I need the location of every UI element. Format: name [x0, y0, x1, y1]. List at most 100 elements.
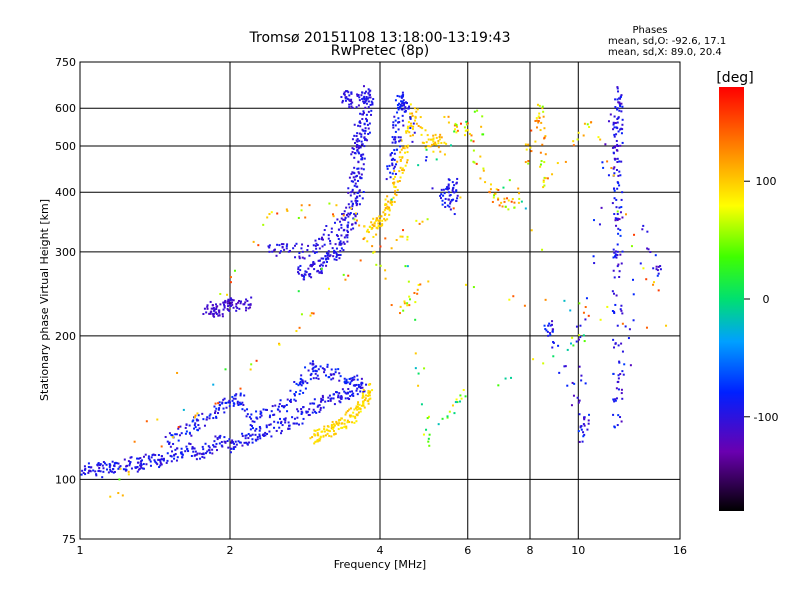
data-point: [273, 426, 276, 429]
data-point: [620, 262, 623, 265]
data-point: [542, 110, 545, 113]
data-point: [266, 216, 269, 219]
data-point: [408, 131, 411, 134]
data-point: [351, 390, 354, 393]
data-point: [337, 368, 340, 371]
data-point: [212, 417, 215, 420]
data-point: [360, 377, 363, 380]
chart-title: Tromsø 20151108 13:18:00-13:19:43: [249, 30, 511, 46]
data-point: [409, 125, 412, 128]
data-point: [245, 298, 248, 301]
data-point: [354, 222, 357, 225]
data-point: [136, 461, 139, 464]
data-point: [439, 133, 442, 136]
data-point: [235, 443, 238, 446]
data-point: [194, 450, 197, 453]
data-point: [344, 397, 347, 400]
data-point: [280, 243, 283, 246]
data-point: [280, 429, 283, 432]
data-point: [427, 437, 430, 440]
data-point: [294, 391, 297, 394]
data-point: [517, 187, 520, 190]
data-point: [381, 224, 384, 227]
data-point: [322, 435, 325, 438]
data-point: [396, 160, 399, 163]
data-point: [368, 122, 371, 125]
data-point: [368, 383, 371, 386]
data-point: [364, 127, 367, 130]
data-point: [620, 160, 623, 163]
data-point: [370, 109, 373, 112]
data-point: [377, 222, 380, 225]
data-point: [359, 112, 362, 115]
data-point: [252, 240, 255, 243]
data-point: [349, 194, 352, 197]
data-point: [462, 388, 465, 391]
data-point: [368, 391, 371, 394]
data-point: [488, 190, 491, 193]
data-point: [339, 242, 342, 245]
data-point: [612, 128, 615, 131]
data-point: [582, 134, 585, 137]
data-point: [223, 397, 226, 400]
data-point: [367, 106, 370, 109]
data-point: [268, 430, 271, 433]
data-point: [339, 220, 342, 223]
data-point: [322, 233, 325, 236]
data-point: [201, 445, 204, 448]
data-point: [88, 469, 91, 472]
data-point: [410, 125, 413, 128]
data-point: [329, 398, 332, 401]
data-point: [258, 435, 261, 438]
data-point: [419, 126, 422, 129]
data-point: [566, 384, 569, 387]
data-point: [507, 208, 510, 211]
data-point: [303, 275, 306, 278]
data-point: [323, 371, 326, 374]
data-point: [286, 398, 289, 401]
data-point: [328, 394, 331, 397]
data-point: [354, 142, 357, 145]
data-point: [212, 383, 215, 386]
data-point: [83, 468, 86, 471]
data-point: [341, 99, 344, 102]
data-point: [402, 146, 405, 149]
data-point: [620, 388, 623, 391]
data-point: [399, 305, 402, 308]
data-point: [450, 199, 453, 202]
data-point: [453, 184, 456, 187]
data-point: [540, 160, 543, 163]
data-point: [344, 278, 347, 281]
data-point: [266, 432, 269, 435]
data-point: [295, 382, 298, 385]
data-point: [301, 243, 304, 246]
data-point: [315, 370, 318, 373]
data-point: [159, 462, 162, 465]
data-point: [642, 224, 645, 227]
data-point: [355, 174, 358, 177]
data-point: [446, 415, 449, 418]
data-point: [359, 177, 362, 180]
data-point: [101, 476, 104, 479]
data-point: [193, 427, 196, 430]
data-point: [613, 166, 616, 169]
data-point: [391, 141, 394, 144]
data-point: [365, 394, 368, 397]
data-point: [395, 239, 398, 242]
data-point: [339, 396, 342, 399]
data-point: [317, 434, 320, 437]
data-point: [174, 453, 177, 456]
data-point: [402, 99, 405, 102]
data-point: [623, 363, 626, 366]
data-point: [456, 194, 459, 197]
data-point: [246, 299, 249, 302]
data-point: [411, 134, 414, 137]
data-point: [421, 127, 424, 130]
data-point: [621, 370, 624, 373]
data-point: [342, 241, 345, 244]
data-point: [229, 297, 232, 300]
data-point: [259, 427, 262, 430]
data-point: [295, 330, 298, 333]
data-point: [240, 402, 243, 405]
